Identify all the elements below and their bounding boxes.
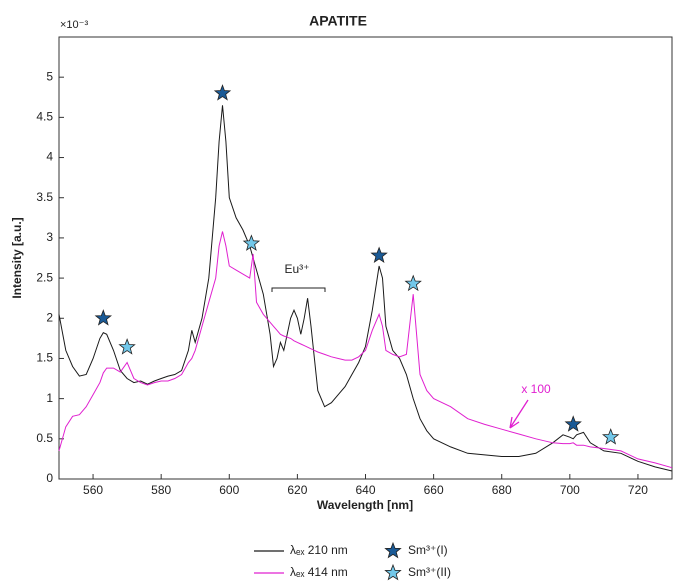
legend-label: λₑₓ 414 nm <box>290 565 348 579</box>
y-tick-label: 3.5 <box>36 190 53 204</box>
arrow <box>509 399 529 429</box>
line <box>58 105 673 472</box>
x-tick-label: 680 <box>492 483 512 497</box>
y-tick-label: 2 <box>46 310 53 324</box>
legend-star <box>384 541 402 559</box>
x-tick-label: 720 <box>628 483 648 497</box>
plot-frame <box>58 36 673 480</box>
star-marker <box>94 309 112 326</box>
x-tick-label: 700 <box>560 483 580 497</box>
bracket <box>271 287 326 292</box>
y-tick-label: 0.5 <box>36 431 53 445</box>
y-tick-label: 2.5 <box>36 270 53 284</box>
y-tick-label: 4 <box>46 150 53 164</box>
star-marker <box>370 246 388 264</box>
star-marker <box>602 428 620 445</box>
x-tick-label: 620 <box>287 483 307 497</box>
y-tick-label: 0 <box>46 471 53 485</box>
x-axis-label: Wavelength [nm] <box>317 498 413 512</box>
legend-label: Sm³⁺(I) <box>408 543 448 557</box>
line <box>58 231 673 469</box>
x-tick-label: 580 <box>151 483 171 497</box>
star-marker <box>242 234 261 251</box>
x-tick-label: 660 <box>424 483 444 497</box>
x-tick-label: 640 <box>355 483 375 497</box>
y-tick-label: 4.5 <box>36 110 53 124</box>
annotation: x 100 <box>521 382 551 396</box>
y-exponent: ×10⁻³ <box>60 19 88 31</box>
y-tick-label: 5 <box>46 69 53 83</box>
star-marker <box>118 338 136 355</box>
star-marker <box>404 274 422 292</box>
legend-star <box>384 563 402 581</box>
x-tick-label: 560 <box>83 483 103 497</box>
legend-label: Sm³⁺(II) <box>408 565 451 579</box>
y-axis-label: Intensity [a.u.] <box>10 217 24 298</box>
x-tick-label: 600 <box>219 483 239 497</box>
annotation: Eu³⁺ <box>284 262 309 276</box>
star-marker <box>213 84 232 101</box>
chart-title: APATITE <box>309 13 367 29</box>
legend-label: λₑₓ 210 nm <box>290 543 348 557</box>
y-tick-label: 1 <box>46 391 53 405</box>
y-tick-label: 3 <box>46 230 53 244</box>
star-marker <box>564 415 582 432</box>
y-tick-label: 1.5 <box>36 351 53 365</box>
